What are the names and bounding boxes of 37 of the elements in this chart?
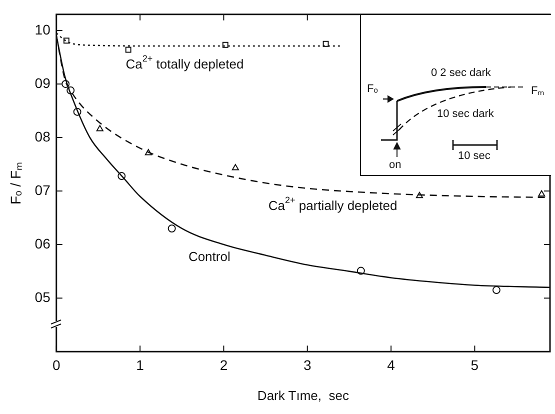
y-tick-label: 08 [34,128,51,144]
annotation: 10 sec [458,150,490,162]
point [538,190,546,196]
x-tick-label: 4 [387,356,396,373]
point [66,86,75,94]
point [492,286,500,294]
x-axis-title: Dark Tıme, sec [257,388,350,403]
point [118,172,126,180]
y-tick-label: 05 [34,288,51,305]
x-tick-label: 5 [470,356,479,373]
y-tick-label: 07 [34,182,51,198]
annotation: Fₘ [531,84,545,98]
point [96,124,104,132]
point [144,149,152,156]
y-tick-label: 10 [34,21,51,38]
x-tick-label: 1 [136,356,144,373]
annotation: on [389,159,402,172]
x-tick-label: 3 [303,356,312,373]
point [416,192,424,198]
y-tick-label: 09 [34,74,51,91]
point [73,108,82,116]
point [125,46,132,53]
point [62,80,70,88]
point [222,42,228,48]
x-tick-label: 2 [220,356,228,373]
annotation: Fₒ [367,83,378,96]
annotation: 10 sec dark [437,108,494,120]
point [63,38,70,44]
x-tick-label: 0 [52,356,60,373]
point [322,40,329,47]
annotation: 0 2 sec dark [431,67,491,80]
y-tick-label: 06 [34,235,51,252]
y-axis-title: Fₒ / Fₘ [7,161,24,205]
annotation: Control [188,248,230,264]
point [232,164,239,170]
point [168,224,176,232]
point [356,266,365,275]
